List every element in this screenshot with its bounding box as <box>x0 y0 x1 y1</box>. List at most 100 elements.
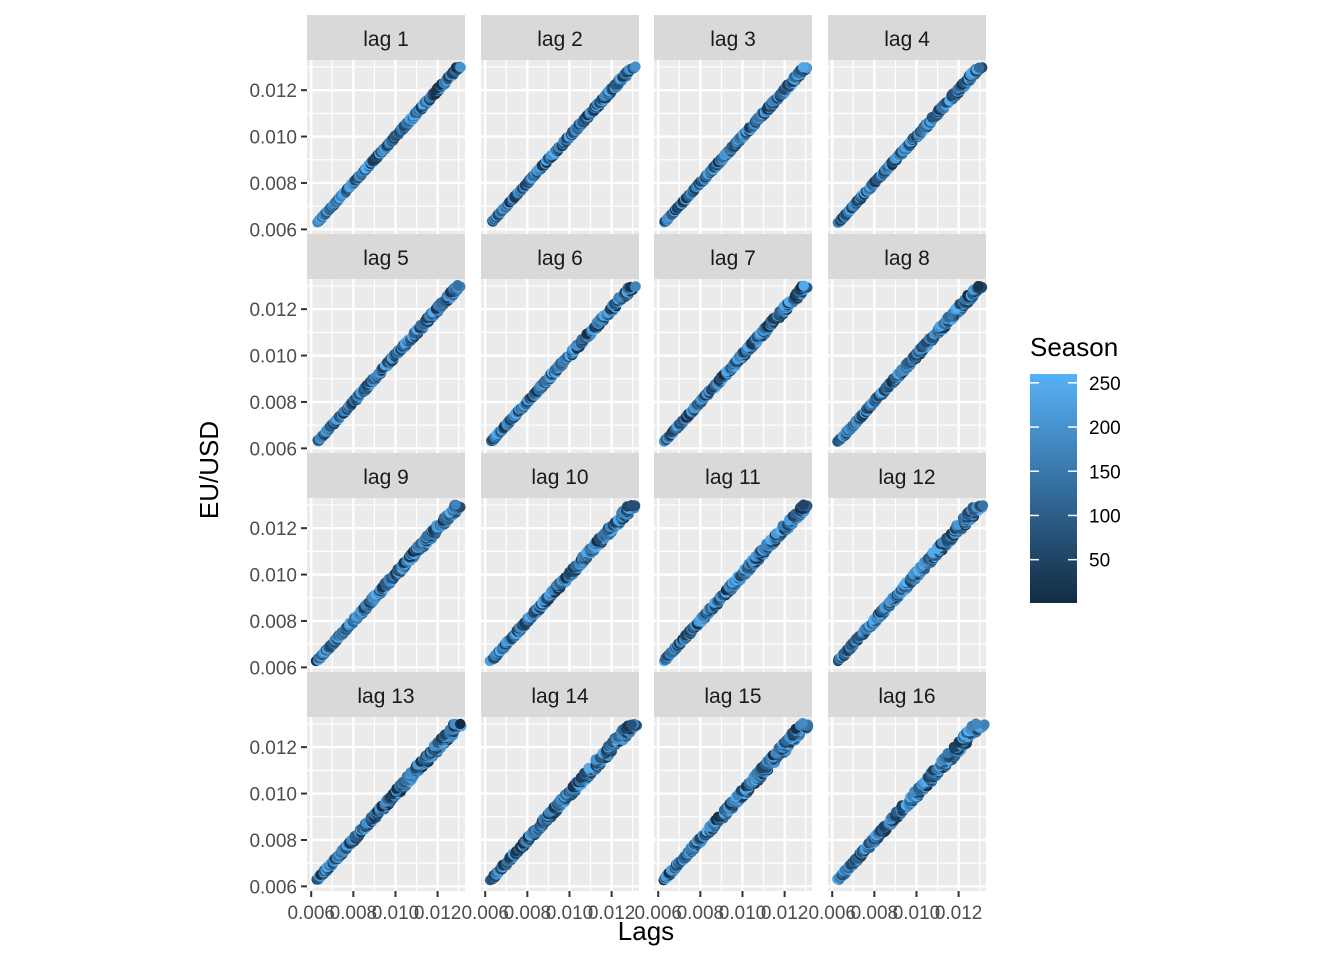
scatter-points <box>312 61 466 228</box>
facet-panel-6: lag 6 <box>481 234 641 453</box>
x-tick-label: 0.012 <box>935 903 983 924</box>
scatter-point <box>973 280 984 292</box>
scatter-point <box>798 499 809 510</box>
y-tick-label: 0.010 <box>249 347 297 368</box>
scatter-points <box>312 280 466 447</box>
x-tick-label: 0.010 <box>719 903 767 924</box>
facet-strip <box>307 234 465 279</box>
y-tick-label: 0.006 <box>249 439 297 460</box>
facet-strip-label: lag 15 <box>704 685 761 708</box>
gridlines <box>481 60 639 234</box>
legend-break-label: 150 <box>1089 462 1121 483</box>
facet-panel-8: lag 8 <box>828 234 988 453</box>
scatter-point <box>971 718 982 730</box>
facet-strip-label: lag 3 <box>710 28 756 51</box>
y-tick-label: 0.008 <box>249 612 297 633</box>
facet-strip-label: lag 2 <box>537 28 583 51</box>
y-tick-label: 0.008 <box>249 393 297 414</box>
facet-panel-4: lag 4 <box>828 15 988 234</box>
facet-strip-label: lag 11 <box>705 466 761 489</box>
y-tick-label: 0.012 <box>249 81 297 102</box>
facet-strip-label: lag 1 <box>363 28 409 51</box>
facet-strip <box>654 15 812 60</box>
scatter-point <box>630 61 641 72</box>
x-tick-label: 0.006 <box>808 903 856 924</box>
scatter-points <box>832 62 988 228</box>
y-axis-title: EU/USD <box>194 421 224 519</box>
legend-colorbar <box>1030 374 1077 603</box>
facet-strip-label: lag 16 <box>878 685 935 708</box>
y-tick-label: 0.010 <box>249 566 297 587</box>
facet-strip-label: lag 13 <box>357 685 414 708</box>
legend-break-label: 100 <box>1089 506 1121 527</box>
scatter-point <box>626 500 637 511</box>
scatter-point <box>798 280 809 292</box>
facet-strip-label: lag 7 <box>710 247 756 270</box>
gridlines <box>654 60 812 234</box>
legend-break-label: 50 <box>1089 551 1110 572</box>
scatter-point <box>973 62 985 73</box>
facet-strip <box>828 15 986 60</box>
y-tick-label: 0.012 <box>249 738 297 759</box>
facet-strip <box>481 15 639 60</box>
x-tick-label: 0.006 <box>461 903 509 924</box>
facet-strip-label: lag 14 <box>531 685 589 708</box>
x-tick-label: 0.008 <box>851 903 899 924</box>
facet-strip-label: lag 5 <box>363 247 409 270</box>
x-tick-label: 0.010 <box>372 903 420 924</box>
facet-strip-label: lag 10 <box>531 466 588 489</box>
y-tick-label: 0.010 <box>249 785 297 806</box>
facet-panel-11: lag 11 <box>654 453 813 672</box>
x-tick-label: 0.008 <box>677 903 725 924</box>
y-tick-label: 0.006 <box>249 220 297 241</box>
scatter-point <box>797 717 808 729</box>
scatter-point <box>797 62 809 73</box>
scatter-points <box>487 61 641 227</box>
scatter-point <box>629 281 641 292</box>
facet-panel-12: lag 12 <box>828 453 989 672</box>
legend-title: Season <box>1030 332 1118 362</box>
y-tick-label: 0.012 <box>249 300 297 321</box>
x-axis-title: Lags <box>618 916 674 946</box>
facet-panel-13: lag 130.0060.0080.0100.0120.0060.0080.01… <box>249 672 467 924</box>
x-tick-label: 0.008 <box>504 903 552 924</box>
legend-break-label: 200 <box>1089 418 1121 439</box>
scatter-points <box>659 62 813 228</box>
facet-strip <box>307 15 465 60</box>
facet-strip-label: lag 8 <box>884 247 930 270</box>
facet-panel-7: lag 7 <box>654 234 813 453</box>
facet-panel-9: lag 9 0.006 0.008 0.010 0.012 <box>249 453 466 679</box>
y-tick-label: 0.006 <box>249 877 297 898</box>
scatter-point <box>455 62 466 73</box>
scatter-point <box>977 500 989 511</box>
facet-panel-10: lag 10 <box>481 453 641 672</box>
x-tick-label: 0.006 <box>287 903 335 924</box>
y-tick-label: 0.008 <box>249 831 297 852</box>
y-tick-label: 0.006 <box>249 658 297 679</box>
x-tick-label: 0.010 <box>893 903 941 924</box>
scatter-point <box>626 719 637 730</box>
facet-strip-label: lag 9 <box>363 466 409 489</box>
x-tick-label: 0.012 <box>761 903 809 924</box>
x-tick-label: 0.010 <box>546 903 594 924</box>
y-tick-label: 0.010 <box>249 128 297 149</box>
x-tick-label: 0.012 <box>414 903 462 924</box>
facet-panel-3: lag 3 <box>654 15 813 234</box>
facet-strip-label: lag 6 <box>537 247 583 270</box>
scatter-point <box>452 280 463 291</box>
facet-strip-label: lag 12 <box>878 466 935 489</box>
facet-panel-2: lag 2 <box>481 15 641 234</box>
y-tick-label: 0.012 <box>249 519 297 540</box>
x-tick-label: 0.008 <box>330 903 378 924</box>
facet-strip-label: lag 4 <box>884 28 930 51</box>
scatter-point <box>455 718 466 730</box>
gridlines <box>828 60 986 234</box>
scatter-point <box>450 499 461 511</box>
